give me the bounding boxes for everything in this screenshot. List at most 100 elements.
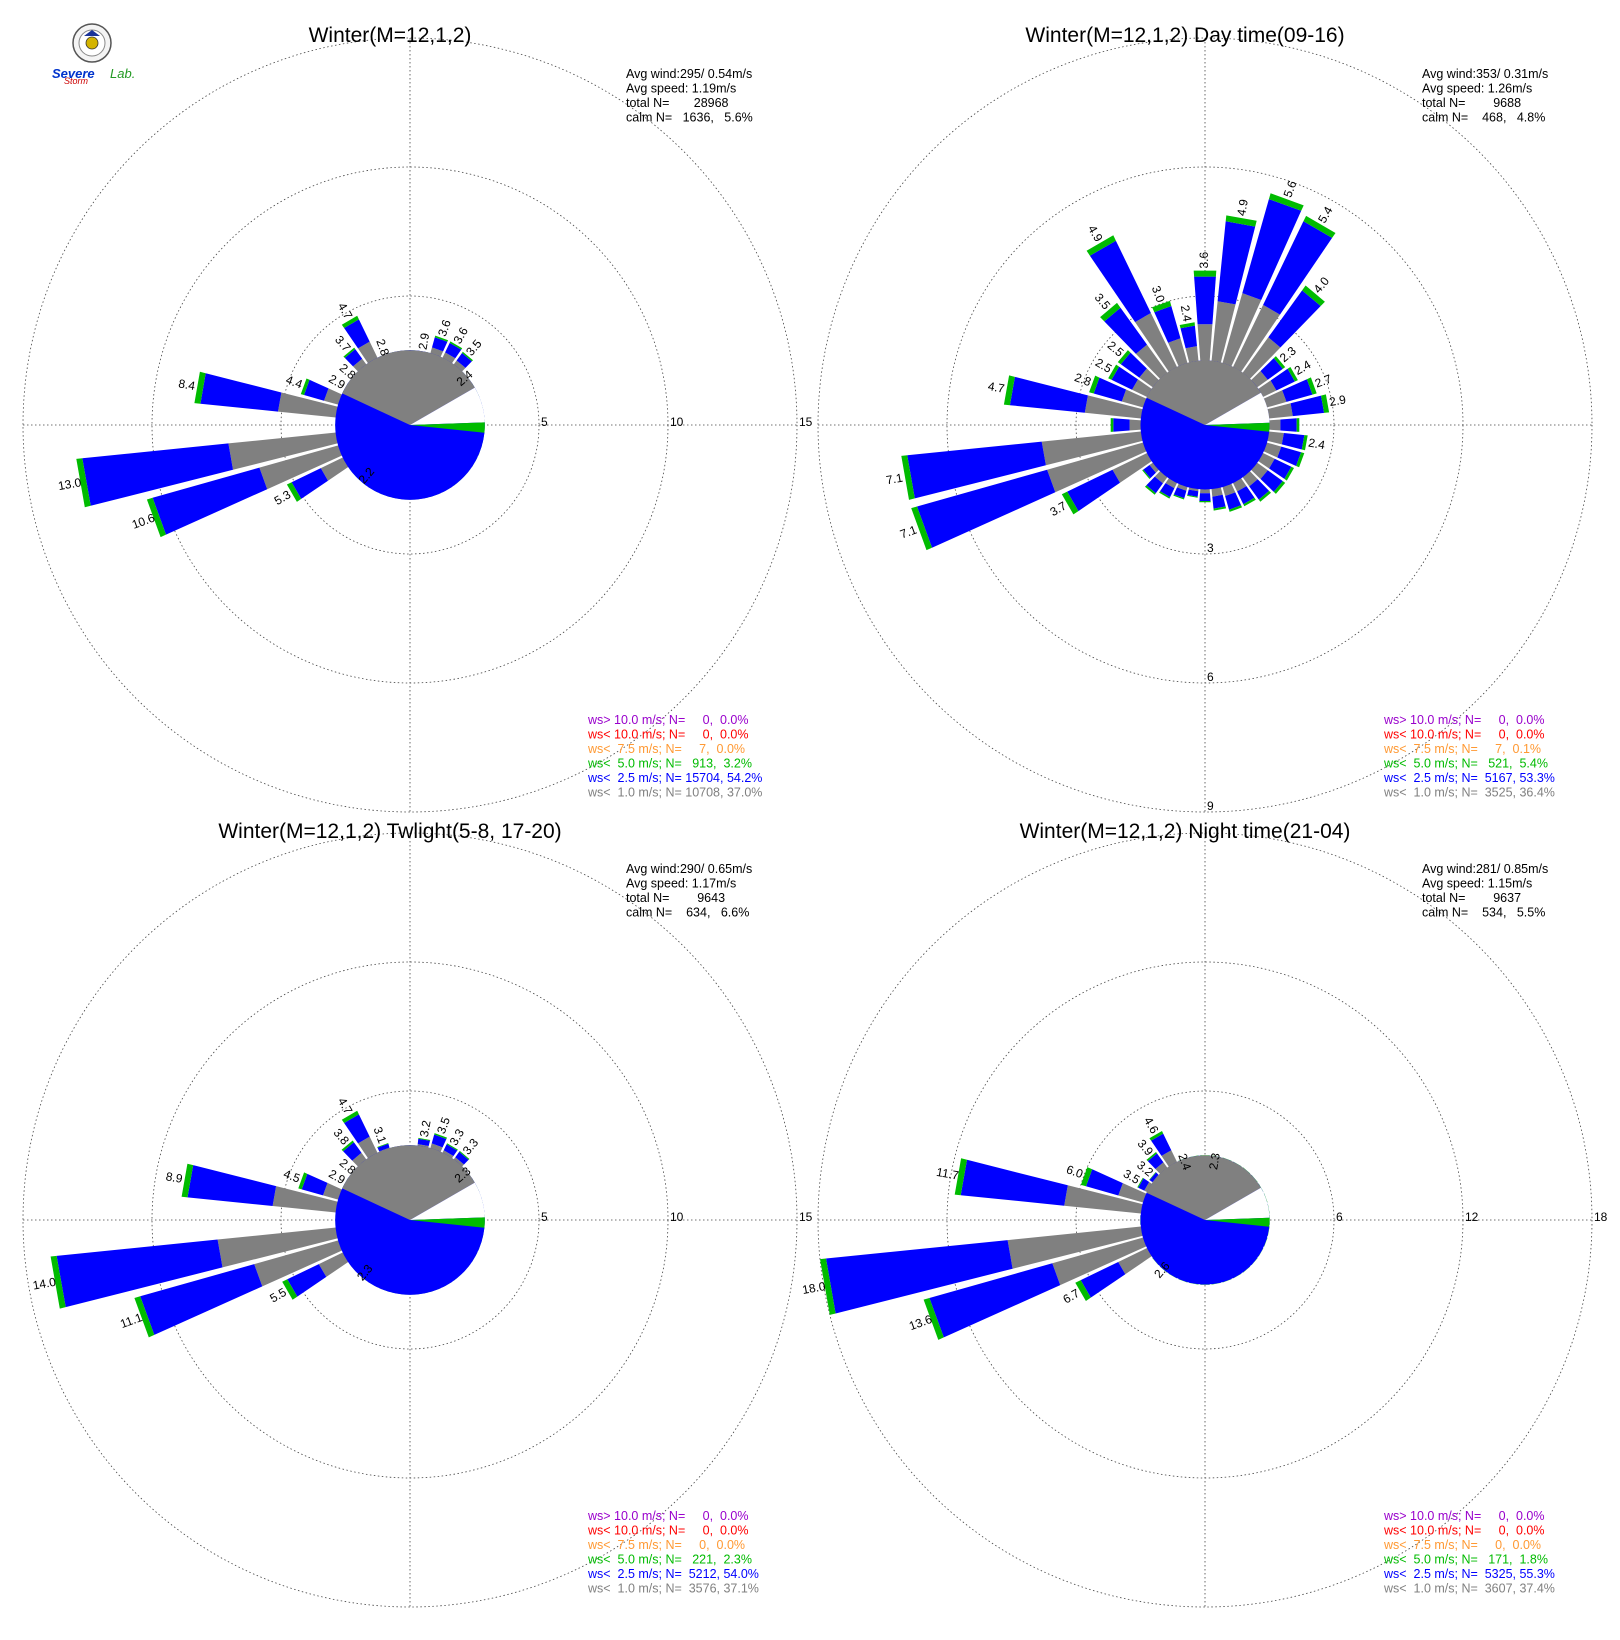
bar-240-green <box>282 1279 298 1300</box>
legend-entry: ws< 5.0 m/s; N= 913, 3.2% <box>587 757 752 771</box>
ring-label: 6 <box>1336 1210 1343 1224</box>
bar-60-green <box>1258 1183 1264 1192</box>
bar-30-blue <box>445 342 462 359</box>
bar-190-green <box>1187 495 1198 498</box>
bar-value-label: 3.5 <box>434 1115 453 1136</box>
bar-330-blue <box>344 319 370 349</box>
calm-wedge-green <box>410 1217 485 1228</box>
bar-280-green <box>954 1158 967 1196</box>
bar-170-green <box>1213 506 1227 511</box>
bar-250-blue <box>152 467 268 535</box>
bar-290-blue <box>1093 377 1127 402</box>
bar-270-blue <box>1113 418 1130 432</box>
bar-240-blue <box>291 468 328 499</box>
bar-30-green <box>449 341 463 350</box>
legend-entry: ws< 7.5 m/s; N= 7, 0.1% <box>1383 742 1541 756</box>
bar-100-blue <box>1281 433 1305 450</box>
bar-330-gray <box>1135 313 1179 374</box>
bar-20-green <box>1222 1157 1232 1161</box>
bar-100-green <box>1301 435 1308 451</box>
bar-40-gray <box>1241 337 1281 381</box>
bar-value-label: 2.9 <box>1328 392 1347 409</box>
windrose-panel-2: 3693.64.95.65.44.02.32.42.72.92.43.77.17… <box>817 24 1593 813</box>
legend-entry: ws< 10.0 m/s; N= 0, 0.0% <box>1383 728 1545 742</box>
bar-40-gray <box>452 360 466 374</box>
bar-230-blue <box>1143 465 1156 479</box>
bar-20-green <box>434 1133 447 1139</box>
bar-260-blue <box>82 443 233 506</box>
bar-10-green <box>1211 1155 1221 1158</box>
bar-250-gray <box>259 444 345 490</box>
bar-280-green <box>1003 375 1015 406</box>
bar-80-gray <box>1265 403 1293 419</box>
bar-290-green <box>1089 375 1100 394</box>
bar-280-blue <box>187 1165 277 1206</box>
chart-title: Winter(M=12,1,2) Twlight(5-8, 17-20) <box>218 820 561 843</box>
bar-210-blue <box>1160 483 1175 498</box>
bar-100-gray <box>1265 431 1284 445</box>
bar-310-gray <box>1139 368 1161 389</box>
legend-entry: ws< 10.0 m/s; N= 0, 0.0% <box>1383 1524 1545 1538</box>
bar-320-green <box>343 347 356 358</box>
bar-60-green <box>1287 367 1298 382</box>
bar-70-blue <box>1282 379 1313 402</box>
stats-line: calm N= 1636, 5.6% <box>626 111 753 125</box>
bar-290-green <box>1080 1167 1093 1187</box>
bar-value-label: 11.7 <box>935 1165 960 1183</box>
bar-250-gray <box>254 1239 345 1287</box>
bar-320-blue <box>344 349 363 367</box>
bar-150-blue <box>1237 486 1255 505</box>
bar-310-blue <box>1149 1172 1159 1183</box>
bar-30-green <box>1303 215 1336 238</box>
bar-value-label: 5.6 <box>1281 178 1300 199</box>
bar-70-green <box>1264 1193 1268 1203</box>
bar-330-gray <box>358 1136 379 1161</box>
bar-170-blue <box>1212 494 1226 509</box>
bar-40-green <box>462 351 473 362</box>
bar-40-green <box>459 1150 470 1160</box>
stats-line: Avg wind:295/ 0.54m/s <box>626 67 752 81</box>
lab-logo: Severe Storm Lab. <box>52 22 144 86</box>
bar-310-blue <box>1120 352 1147 378</box>
calm-wedge-gray <box>342 350 475 425</box>
calm-wedge-white <box>410 387 485 425</box>
range-ring <box>817 832 1593 1608</box>
bar-value-label: 4.9 <box>1234 198 1251 217</box>
bar-240-gray <box>320 456 351 481</box>
bar-40-green <box>1302 285 1325 306</box>
bar-290-blue <box>1086 1169 1123 1196</box>
range-ring <box>22 37 798 813</box>
chart-title: Winter(M=12,1,2) <box>309 24 472 47</box>
ring-label: 12 <box>1465 1210 1479 1224</box>
bar-110-gray <box>1261 441 1282 458</box>
bar-350-green <box>1179 322 1195 329</box>
bar-160-green <box>1229 505 1242 512</box>
bar-0-blue <box>1194 276 1216 325</box>
stats-line: total N= 9643 <box>626 891 725 905</box>
bar-290-gray <box>1121 389 1149 409</box>
stats-line: total N= 9688 <box>1422 96 1521 110</box>
bar-270-gray <box>1129 419 1144 431</box>
bar-value-label: 2.8 <box>373 337 392 358</box>
bar-330-blue <box>1151 1133 1172 1156</box>
bar-120-green <box>1284 466 1294 481</box>
bar-240-gray <box>318 1251 351 1277</box>
bar-80-green <box>1321 394 1330 413</box>
bar-120-green <box>1258 1248 1264 1257</box>
stats-line: Avg wind:290/ 0.65m/s <box>626 862 752 876</box>
range-ring <box>22 832 798 1608</box>
bar-40-green <box>1242 1167 1251 1174</box>
bar-290-green <box>298 1172 308 1190</box>
bar-190-green <box>1189 1282 1199 1285</box>
bar-220-green <box>1159 1266 1168 1273</box>
bar-270-green <box>1110 418 1114 432</box>
stats-line: Avg wind:281/ 0.85m/s <box>1422 862 1548 876</box>
bar-250-gray <box>1052 1236 1149 1286</box>
bar-240-green <box>1061 491 1079 515</box>
bar-340-green <box>377 1143 389 1148</box>
bar-value-label: 7.1 <box>885 471 904 488</box>
legend-entry: ws< 5.0 m/s; N= 221, 2.3% <box>587 1553 752 1567</box>
bar-value-label: 2.4 <box>1175 1152 1194 1173</box>
bar-160-blue <box>1225 492 1242 510</box>
bar-220-green <box>1145 485 1156 495</box>
